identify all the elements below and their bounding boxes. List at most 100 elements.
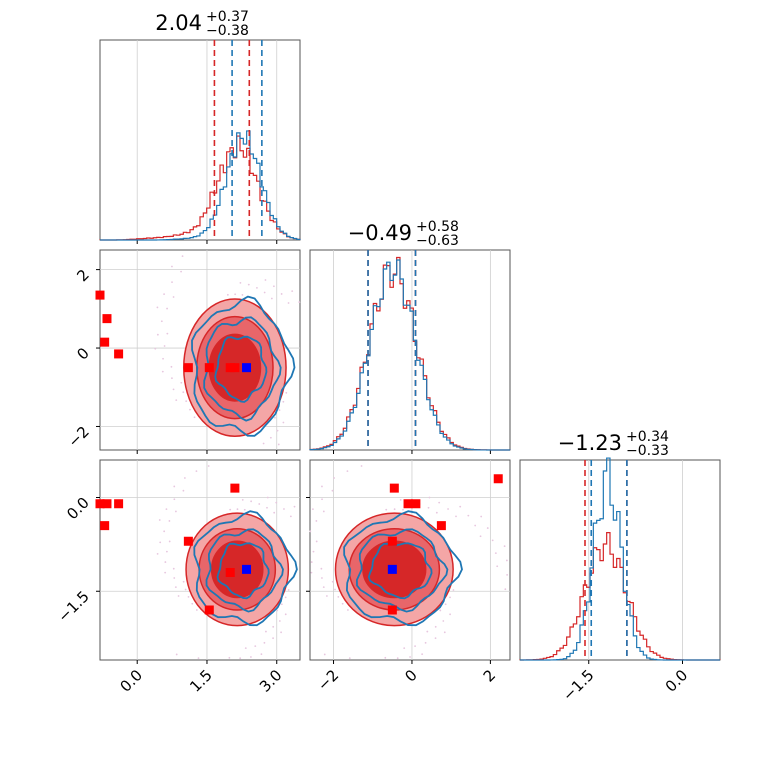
sample-dot — [191, 602, 194, 605]
sample-dot — [325, 595, 328, 597]
sample-dot — [287, 302, 290, 304]
sample-dot — [163, 345, 166, 347]
sample-dot — [310, 571, 313, 574]
sample-dot — [159, 541, 162, 544]
x-tick-label: 0.0 — [662, 666, 692, 696]
sample-dot — [312, 508, 314, 511]
sample-dot — [197, 657, 200, 660]
sample-dot — [496, 565, 499, 568]
x-tick-label: −2 — [314, 666, 342, 694]
y-tick-label: 0.0 — [63, 494, 93, 524]
sample-dot — [434, 637, 437, 640]
sample-dot — [185, 400, 188, 403]
sample-dot — [263, 291, 266, 294]
sample-dot — [172, 388, 175, 391]
sample-dot — [403, 647, 406, 650]
sample-dot — [243, 508, 246, 511]
sample-dot — [247, 283, 250, 286]
sample-dot — [443, 631, 446, 634]
x-tick-label: 1.5 — [186, 666, 216, 696]
red-marker — [403, 499, 413, 509]
sample-dot — [331, 580, 334, 583]
sample-dot — [229, 508, 232, 511]
sample-dot — [439, 609, 442, 612]
sample-dot — [171, 265, 173, 268]
sample-dot — [195, 609, 198, 611]
sample-dot — [447, 508, 449, 510]
sample-dot — [158, 519, 161, 521]
sample-dot — [278, 409, 281, 412]
red-marker — [387, 605, 397, 615]
title-minus-1: −0.63 — [416, 233, 459, 249]
sample-dot — [183, 477, 186, 479]
sample-dot — [272, 625, 275, 628]
title-value-2: −1.23 — [558, 431, 622, 455]
red-marker — [411, 499, 421, 509]
sample-dot — [173, 577, 176, 579]
sample-dot — [154, 347, 157, 350]
sample-dot — [315, 520, 318, 522]
truth-marker — [242, 363, 252, 373]
sample-dot — [239, 657, 242, 660]
y-tick-label: −1.5 — [54, 587, 92, 625]
sample-dot — [479, 535, 482, 538]
sample-dot — [164, 561, 167, 563]
sample-dot — [163, 293, 165, 296]
hist-series-b-2 — [520, 457, 720, 661]
contour-series-b-0 — [216, 542, 270, 600]
sample-dot — [184, 588, 187, 591]
sample-dot — [283, 508, 285, 510]
sample-dot — [161, 370, 164, 373]
sample-dot — [280, 293, 283, 295]
sample-dot — [505, 559, 508, 562]
sample-dot — [182, 391, 185, 394]
sample-dot — [321, 485, 323, 488]
sample-dot — [170, 365, 173, 368]
sample-dot — [282, 400, 285, 403]
x-tick-label: 3.0 — [256, 666, 286, 696]
red-marker — [389, 483, 399, 493]
sample-dot — [333, 477, 336, 479]
x-tick-label: 0 — [401, 666, 420, 685]
sample-dot — [341, 602, 344, 605]
red-marker — [493, 474, 503, 484]
sample-dot — [187, 595, 190, 598]
sample-dot — [162, 357, 164, 360]
sample-dot — [272, 637, 274, 640]
red-marker — [204, 363, 214, 373]
sample-dot — [455, 515, 457, 518]
sample-dot — [298, 301, 301, 303]
sample-dot — [438, 501, 441, 504]
sample-dot — [163, 530, 166, 533]
sample-dot — [309, 530, 312, 533]
sample-dot — [172, 296, 175, 298]
sample-dot — [293, 505, 296, 508]
sample-dot — [241, 498, 244, 501]
sample-dot — [173, 498, 176, 501]
title-plus-1: +0.58 — [416, 219, 459, 235]
sample-dot — [291, 290, 294, 293]
red-marker — [225, 363, 235, 373]
title-param-0: 2.04 +0.37−0.38 — [155, 9, 249, 39]
x-tick-label: −1.5 — [559, 666, 597, 704]
sample-dot — [287, 589, 290, 591]
red-marker — [100, 337, 110, 347]
contour-series-b-2 — [343, 510, 463, 627]
sample-dot — [160, 320, 163, 323]
sample-dot — [270, 297, 273, 300]
contour-series-b-2 — [191, 295, 296, 437]
truth-marker — [387, 564, 397, 574]
sample-dot — [258, 503, 261, 505]
sample-dot — [241, 294, 244, 296]
sample-dot — [254, 645, 257, 648]
sample-dot — [264, 279, 267, 281]
red-marker — [225, 568, 235, 577]
sample-dot — [280, 603, 283, 606]
contour-series-b-0 — [214, 335, 268, 403]
sample-dot — [449, 613, 451, 616]
sample-dot — [263, 641, 266, 644]
sample-dot — [459, 505, 462, 508]
red-marker — [436, 521, 446, 531]
sample-dot — [171, 377, 173, 380]
